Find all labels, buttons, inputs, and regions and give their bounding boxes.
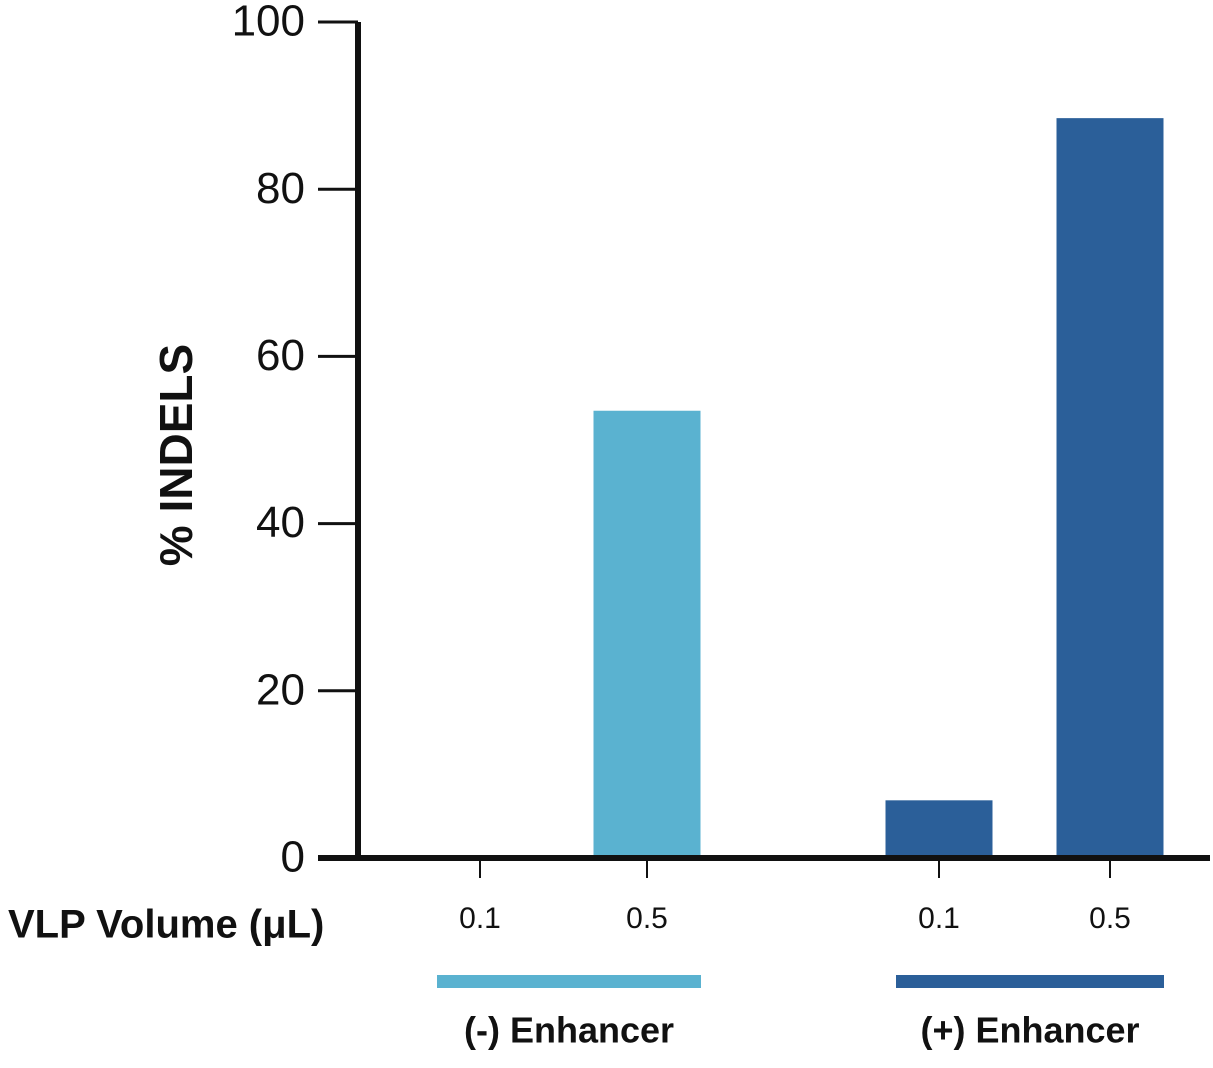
- x-axis-label: VLP Volume (μL): [8, 903, 324, 947]
- x-tick-label: 0.5: [626, 902, 668, 935]
- group-bar-line: [896, 975, 1164, 988]
- x-tick-label: 0.1: [459, 902, 501, 935]
- bar: [593, 410, 701, 858]
- y-tick-label: 0: [281, 833, 305, 882]
- y-tick-label: 20: [256, 665, 305, 714]
- y-tick-label: 60: [256, 331, 305, 380]
- x-tick-label: 0.5: [1089, 902, 1131, 935]
- bar: [1056, 118, 1164, 858]
- y-tick-label: 80: [256, 164, 305, 213]
- y-tick-label: 40: [256, 498, 305, 547]
- x-tick-label: 0.1: [918, 902, 960, 935]
- group-label: (+) Enhancer: [920, 1010, 1139, 1051]
- group-label: (-) Enhancer: [464, 1010, 674, 1051]
- bar: [885, 800, 993, 858]
- y-axis-label: % INDELS: [150, 344, 202, 566]
- group-bar-line: [437, 975, 701, 988]
- y-tick-label: 100: [232, 0, 305, 46]
